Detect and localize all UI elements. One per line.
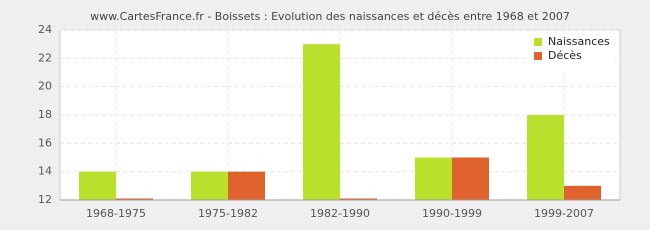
bar (415, 157, 452, 200)
chart: www.CartesFrance.fr - Boissets : Evoluti… (0, 0, 650, 230)
bar (564, 185, 601, 200)
x-tick-label: 1982-1990 (310, 207, 370, 220)
y-tick-label: 24 (38, 23, 52, 36)
legend-swatch (534, 38, 542, 46)
legend-swatch (534, 52, 542, 60)
x-tick-label: 1975-1982 (198, 207, 258, 220)
y-tick-label: 12 (38, 193, 52, 206)
bar (116, 198, 153, 200)
chart-title: www.CartesFrance.fr - Boissets : Evoluti… (90, 10, 570, 23)
y-tick-label: 16 (38, 136, 52, 149)
bar (79, 171, 116, 200)
bar (340, 198, 377, 200)
y-tick-label: 22 (38, 51, 52, 64)
x-tick-label: 1968-1975 (86, 207, 146, 220)
bar (527, 115, 564, 200)
y-tick-label: 20 (38, 80, 52, 93)
y-tick-label: 18 (38, 108, 52, 121)
x-tick-label: 1999-2007 (534, 207, 594, 220)
bar (303, 44, 340, 200)
legend-box (526, 32, 614, 70)
legend-label: Naissances (548, 35, 610, 48)
y-tick-label: 14 (38, 165, 52, 178)
x-tick-label: 1990-1999 (422, 207, 482, 220)
legend-label: Décès (548, 49, 582, 62)
bar (452, 157, 489, 200)
bar (228, 171, 265, 200)
bar (191, 171, 228, 200)
